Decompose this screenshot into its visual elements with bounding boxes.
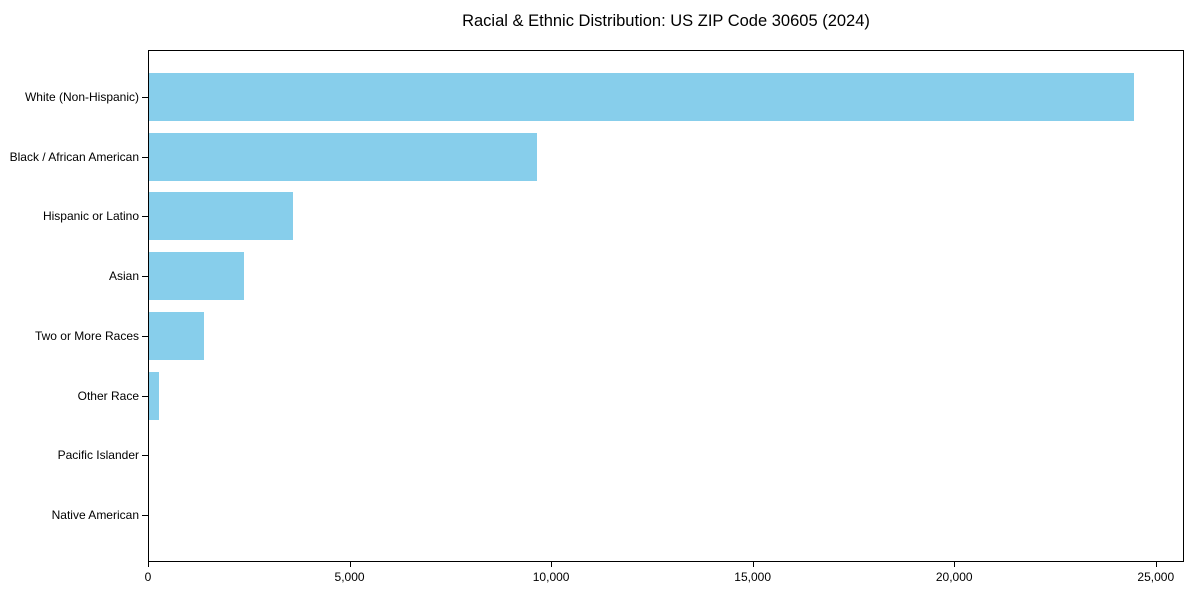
bar-row: Two or More Races [35, 306, 1183, 366]
x-tick-mark [954, 562, 956, 567]
bar-row: Asian [109, 246, 1183, 306]
y-axis-label: Asian [108, 269, 139, 284]
bar-row: Hispanic or Latino [43, 187, 1183, 247]
bar [149, 252, 244, 301]
x-tick-mark [1155, 562, 1157, 567]
x-tick-mark [752, 562, 754, 567]
bar-row: Black / African American [10, 127, 1183, 187]
bar [149, 132, 537, 181]
bar-row: Pacific Islander [58, 426, 1183, 486]
y-tick-mark [142, 96, 149, 98]
bar [149, 192, 294, 241]
x-tick-label: 0 [144, 570, 152, 584]
x-tick-mark [148, 562, 149, 567]
y-axis-label: Hispanic or Latino [42, 209, 139, 224]
y-axis-label: Native American [51, 508, 139, 523]
bar [149, 311, 204, 360]
bar [149, 371, 160, 420]
y-tick-mark [142, 455, 149, 457]
x-tick-label: 25,000 [1137, 570, 1175, 584]
y-tick-mark [142, 216, 149, 218]
bar-rows: White (Non-Hispanic) Black / African Amer… [10, 67, 1183, 545]
y-tick-mark [142, 276, 149, 278]
x-axis: 0 5,000 10,000 15,000 20,000 25,000 [144, 562, 1184, 600]
bar-row: Other Race [78, 366, 1183, 426]
y-axis-label: Two or More Races [34, 328, 139, 343]
x-tick-label: 20,000 [935, 570, 973, 584]
x-tick-label: 5,000 [334, 570, 365, 584]
bar [149, 72, 1134, 121]
y-tick-mark [142, 515, 149, 517]
x-tick-mark [551, 562, 553, 567]
x-tick-mark [349, 562, 351, 567]
y-axis-label: Pacific Islander [57, 448, 139, 463]
y-axis-label: Other Race [77, 388, 139, 403]
y-axis-label: Black / African American [9, 149, 139, 164]
chart-title: Racial & Ethnic Distribution: US ZIP Cod… [462, 12, 870, 30]
y-tick-mark [142, 395, 149, 397]
plot-area: White (Non-Hispanic) Black / African Amer… [10, 50, 1184, 562]
y-axis-label: White (Non-Hispanic) [24, 89, 139, 104]
x-tick-label: 10,000 [532, 570, 570, 584]
bar-row: White (Non-Hispanic) [25, 67, 1183, 127]
x-tick-label: 15,000 [734, 570, 772, 584]
y-tick-mark [142, 156, 149, 158]
bar-row: Native American [52, 485, 1183, 545]
y-tick-mark [142, 335, 149, 337]
